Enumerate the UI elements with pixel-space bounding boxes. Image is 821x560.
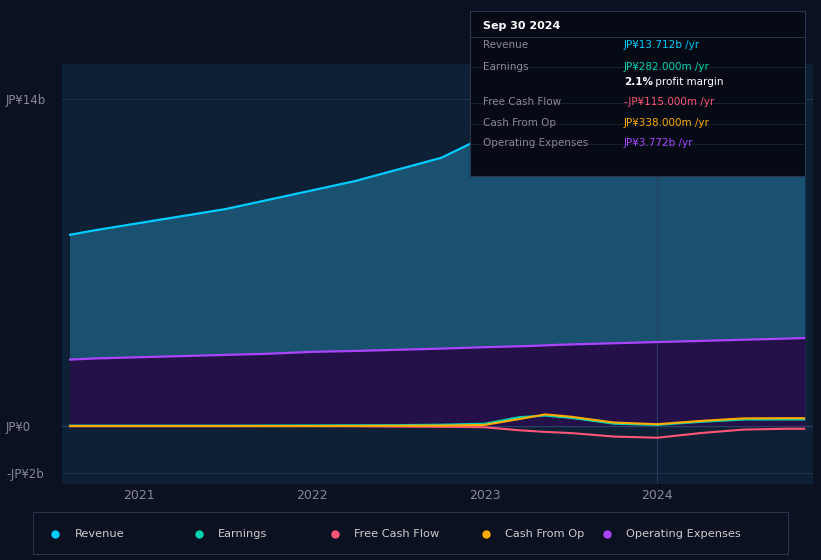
Text: Free Cash Flow: Free Cash Flow: [483, 97, 561, 107]
Text: JP¥13.712b /yr: JP¥13.712b /yr: [624, 40, 699, 50]
Text: JP¥338.000m /yr: JP¥338.000m /yr: [624, 118, 709, 128]
Text: Cash From Op: Cash From Op: [483, 118, 556, 128]
Text: Revenue: Revenue: [75, 529, 124, 539]
Text: 2.1%: 2.1%: [624, 77, 653, 87]
Text: profit margin: profit margin: [652, 77, 723, 87]
Text: Sep 30 2024: Sep 30 2024: [483, 21, 561, 31]
Text: -JP¥115.000m /yr: -JP¥115.000m /yr: [624, 97, 714, 107]
Text: Operating Expenses: Operating Expenses: [626, 529, 741, 539]
Text: Earnings: Earnings: [483, 62, 529, 72]
Text: Cash From Op: Cash From Op: [505, 529, 585, 539]
Text: Revenue: Revenue: [483, 40, 528, 50]
Text: Operating Expenses: Operating Expenses: [483, 138, 589, 148]
Text: JP¥282.000m /yr: JP¥282.000m /yr: [624, 62, 709, 72]
Text: Earnings: Earnings: [218, 529, 268, 539]
Text: Free Cash Flow: Free Cash Flow: [354, 529, 439, 539]
Text: JP¥3.772b /yr: JP¥3.772b /yr: [624, 138, 693, 148]
